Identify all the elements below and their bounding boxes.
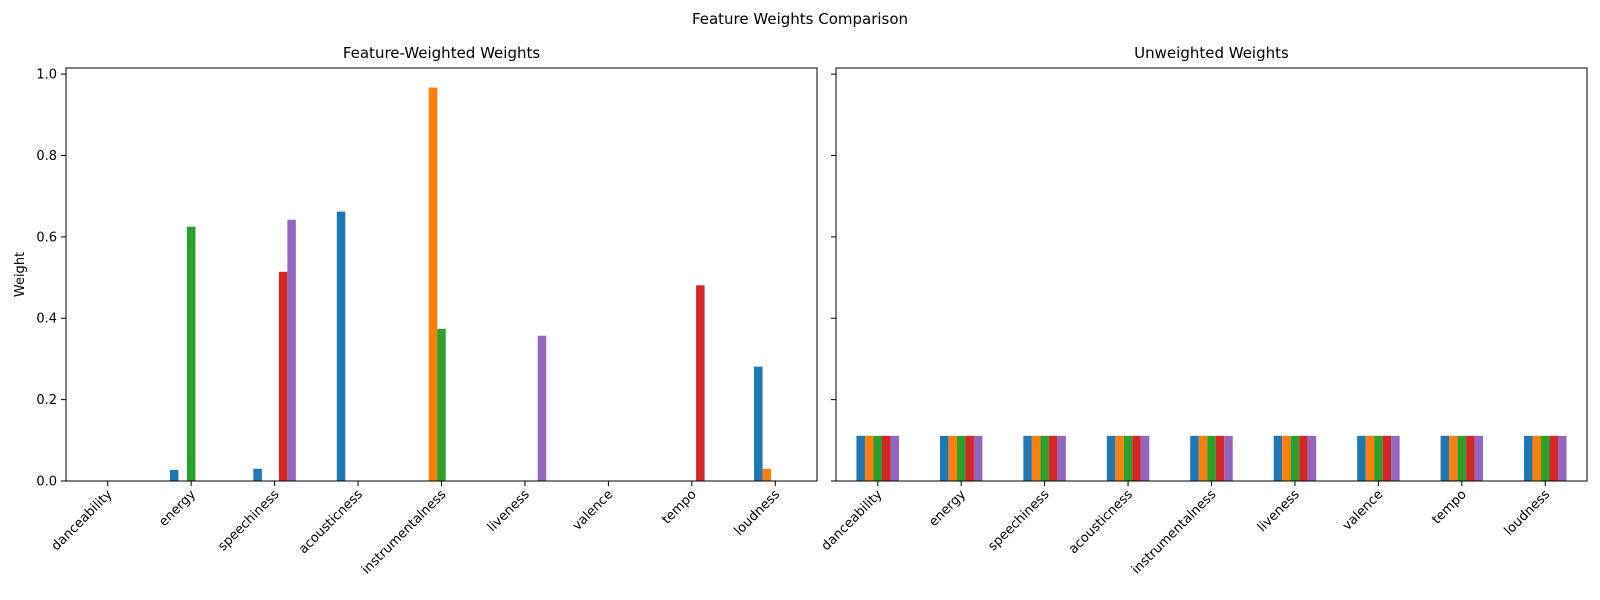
bar-acousticness-series-4	[1132, 435, 1141, 481]
chart-panel-1: Feature-Weighted Weights 0.0 0.2 0.4 0.6 0.8 1…	[13, 44, 818, 577]
bar-speechiness-series-4	[1048, 435, 1058, 481]
bar-loudness-series-2	[1532, 435, 1542, 481]
bar-loudness-series-5	[1558, 435, 1567, 481]
x-tick-label-valence: valence	[570, 487, 616, 533]
bar-speechiness-series-5	[1057, 435, 1066, 481]
bar-liveness-series-1	[1273, 435, 1283, 481]
bar-speechiness-series-2	[1031, 435, 1041, 481]
x-tick-label-speechiness: speechiness	[985, 487, 1052, 554]
x-tick-label-energy: energy	[156, 487, 199, 530]
bar-speechiness-series-3	[1040, 435, 1049, 481]
y-tick-label: 0.8	[36, 149, 57, 164]
bar-instrumentalness-series-5	[1224, 435, 1233, 481]
chart-title: Unweighted Weights	[1134, 44, 1289, 62]
x-tick-label-speechiness: speechiness	[215, 487, 282, 554]
x-tick-label-acousticness: acousticness	[1066, 487, 1136, 557]
bar-instrumentalness-series-3	[1207, 435, 1216, 481]
bar-acousticness-series-1	[336, 211, 346, 481]
bar-energy-series-1	[169, 470, 179, 481]
bar-loudness-series-1	[754, 366, 763, 481]
y-tick-label: 0.4	[36, 312, 57, 327]
x-tick-label-acousticness: acousticness	[296, 487, 366, 557]
bar-danceability-series-2	[864, 435, 874, 481]
bar-acousticness-series-2	[1115, 435, 1124, 481]
x-tick-label-danceability: danceability	[49, 487, 116, 554]
bar-liveness-series-5	[537, 335, 547, 481]
bar-tempo-series-3	[1457, 435, 1467, 481]
bar-danceability-series-1	[856, 435, 865, 481]
x-tick-label-instrumentalness: instrumentalness	[359, 487, 449, 577]
chart-title: Feature-Weighted Weights	[343, 44, 541, 62]
x-tick-label-tempo: tempo	[659, 487, 699, 527]
bar-tempo-series-2	[1449, 435, 1458, 481]
bar-valence-series-1	[1357, 435, 1366, 481]
y-tick-label: 0.0	[36, 475, 57, 490]
bar-loudness-series-3	[1541, 435, 1550, 481]
bar-liveness-series-4	[1299, 435, 1308, 481]
bar-danceability-series-5	[890, 435, 899, 481]
bar-tempo-series-4	[696, 285, 705, 481]
bar-loudness-series-4	[1549, 435, 1559, 481]
bar-instrumentalness-series-2	[428, 87, 438, 481]
bar-speechiness-series-4	[278, 271, 288, 481]
x-tick-label-energy: energy	[926, 487, 969, 530]
bar-instrumentalness-series-1	[1190, 435, 1199, 481]
bar-energy-series-3	[956, 435, 966, 481]
bar-speechiness-series-1	[253, 468, 262, 481]
x-tick-label-loudness: loudness	[732, 487, 784, 539]
bar-tempo-series-5	[1474, 435, 1484, 481]
x-tick-label-liveness: liveness	[485, 487, 533, 535]
bar-tempo-series-1	[1440, 435, 1450, 481]
y-tick-label: 0.6	[36, 230, 57, 245]
bar-acousticness-series-1	[1106, 435, 1116, 481]
chart-panel-2: Unweighted Weights danceability energy spee…	[819, 44, 1588, 577]
x-tick-label-valence: valence	[1340, 487, 1386, 533]
x-tick-label-instrumentalness: instrumentalness	[1129, 487, 1219, 577]
bar-danceability-series-3	[873, 435, 882, 481]
x-tick-label-loudness: loudness	[1502, 487, 1554, 539]
bar-liveness-series-2	[1282, 435, 1291, 481]
bar-tempo-series-4	[1466, 435, 1475, 481]
bar-loudness-series-2	[762, 468, 772, 481]
bar-energy-series-2	[948, 435, 957, 481]
bar-speechiness-series-5	[287, 219, 296, 481]
bar-energy-series-4	[965, 435, 974, 481]
bar-instrumentalness-series-4	[1215, 435, 1225, 481]
y-tick-label: 0.2	[36, 393, 57, 408]
bar-instrumentalness-series-3	[437, 328, 446, 481]
x-tick-label-liveness: liveness	[1255, 487, 1303, 535]
bar-loudness-series-1	[1524, 435, 1533, 481]
bar-valence-series-5	[1391, 435, 1400, 481]
bar-acousticness-series-5	[1140, 435, 1150, 481]
bar-liveness-series-3	[1290, 435, 1300, 481]
bar-speechiness-series-1	[1023, 435, 1032, 481]
bar-valence-series-2	[1365, 435, 1375, 481]
bar-energy-series-5	[973, 435, 983, 481]
bar-danceability-series-4	[881, 435, 891, 481]
bar-valence-series-3	[1374, 435, 1383, 481]
figure-suptitle: Feature Weights Comparison	[692, 10, 908, 28]
bar-instrumentalness-series-2	[1198, 435, 1208, 481]
x-tick-label-danceability: danceability	[819, 487, 886, 554]
bar-liveness-series-5	[1307, 435, 1317, 481]
bar-valence-series-4	[1382, 435, 1392, 481]
bar-energy-series-3	[186, 226, 196, 481]
y-axis-label: Weight	[13, 252, 28, 297]
y-tick-label: 1.0	[36, 68, 57, 83]
bar-energy-series-1	[939, 435, 949, 481]
x-tick-label-tempo: tempo	[1429, 487, 1469, 527]
plot-frame	[835, 67, 1588, 482]
bar-acousticness-series-3	[1123, 435, 1133, 481]
